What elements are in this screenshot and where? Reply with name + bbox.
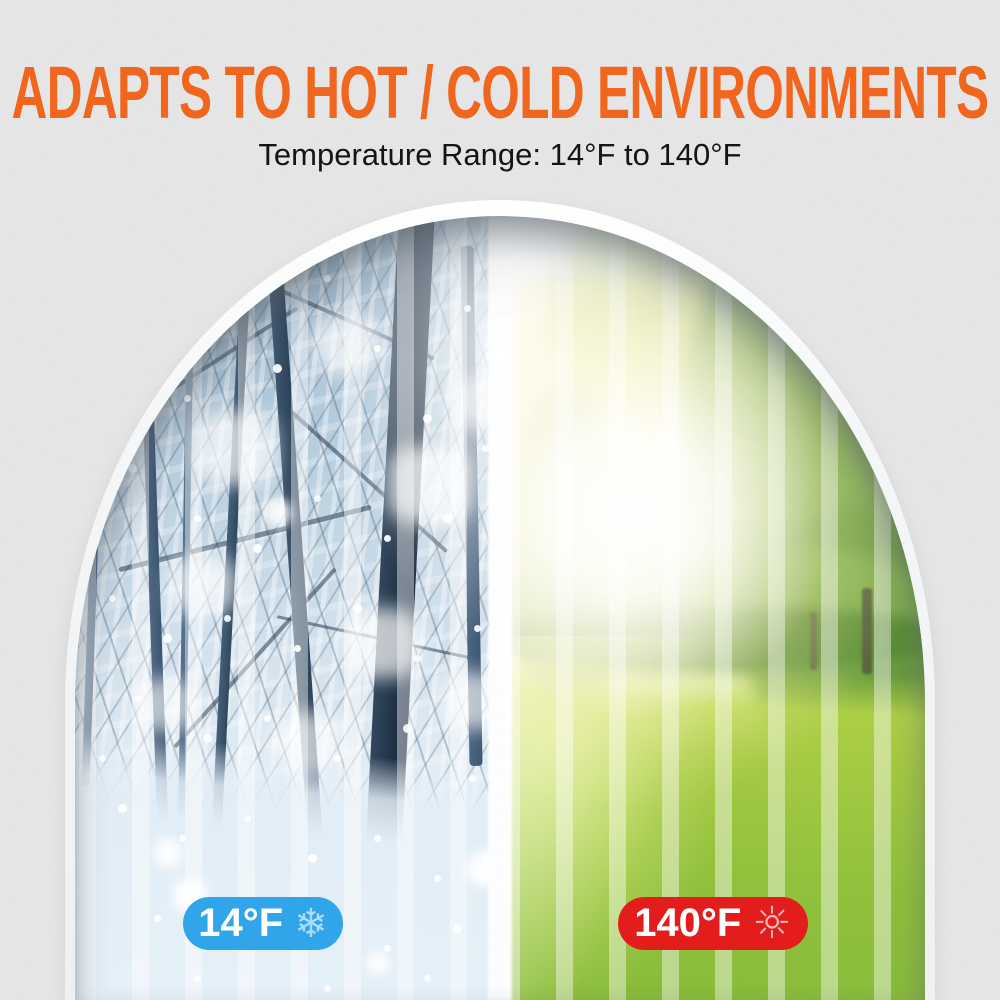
- page-title: ADAPTS TO HOT / COLD ENVIRONMENTS: [11, 51, 990, 134]
- hot-badge-label: 140°F: [634, 901, 742, 945]
- cold-badge-label: 14°F: [198, 901, 284, 945]
- hot-scene: [510, 216, 925, 1000]
- seam-glow: [340, 216, 490, 646]
- scene-divider: [488, 216, 512, 1000]
- snowflake-icon: ❄: [294, 900, 328, 947]
- snow-ground: [75, 728, 490, 1000]
- hot-temperature-badge: 140°F ☼: [618, 897, 808, 950]
- split-scene-photo: 14°F ❄ 140°F ☼: [75, 216, 925, 1000]
- snowfall-bokeh: [75, 216, 85, 226]
- page-subtitle: Temperature Range: 14°F to 140°F: [258, 137, 742, 172]
- cold-scene: [75, 216, 490, 1000]
- sky-haze: [510, 216, 925, 1000]
- sun-icon: ☼: [752, 897, 792, 949]
- arch-window: 14°F ❄ 140°F ☼: [65, 200, 935, 1000]
- cold-temperature-badge: 14°F ❄: [183, 897, 343, 950]
